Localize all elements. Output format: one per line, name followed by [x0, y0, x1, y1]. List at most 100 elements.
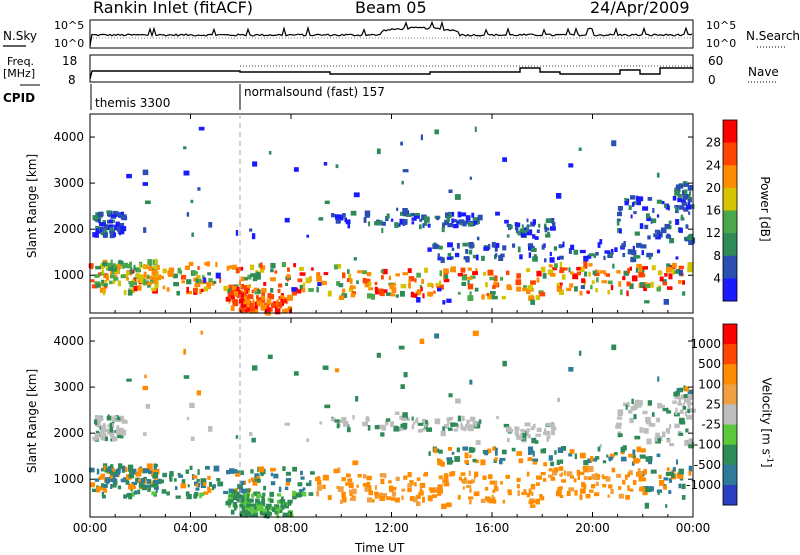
velocity-cell [441, 503, 447, 509]
velocity-cell [474, 423, 477, 427]
velocity-colorbar-label-end: ] [759, 462, 774, 468]
velocity-cell [152, 474, 157, 479]
power-cell [242, 276, 248, 281]
velocity-cell [178, 474, 184, 478]
power-cell [239, 307, 244, 313]
velocity-cell [385, 496, 392, 501]
power-cell [448, 212, 452, 218]
power-cell [101, 226, 104, 231]
velocity-cell [110, 464, 114, 469]
power-cell [260, 265, 266, 270]
power-cell [618, 228, 622, 234]
velocity-cell [144, 484, 151, 488]
power-cell [607, 289, 610, 295]
power-cell [274, 270, 278, 274]
power-cell [485, 282, 488, 288]
velocity-cell [169, 477, 173, 482]
velocity-cell [196, 479, 200, 483]
power-cell [324, 200, 330, 205]
velocity-cell [590, 456, 594, 462]
velocity-cell [407, 487, 412, 493]
power-cell [291, 287, 297, 292]
velocity-cell [502, 499, 505, 504]
velocity-cell [587, 465, 594, 472]
power-cell [395, 294, 399, 298]
power-cell [106, 210, 111, 214]
power-cell [299, 272, 306, 276]
power-cell [638, 272, 645, 278]
power-cell [644, 224, 649, 230]
power-cell [516, 273, 521, 279]
power-cell [506, 270, 510, 276]
velocity-cell [111, 484, 117, 488]
power-cell [687, 266, 693, 273]
power-cell [261, 287, 267, 293]
velocity-cell [250, 510, 254, 515]
power-cell [402, 213, 406, 217]
power-cell [103, 285, 108, 289]
power-cell [117, 280, 121, 287]
velocity-cell [114, 481, 118, 485]
power-cell [158, 274, 161, 281]
velocity-cell [475, 440, 481, 445]
velocity-cell [169, 471, 174, 477]
velocity-cell [270, 467, 276, 472]
velocity-cell [530, 491, 534, 496]
velocity-cell [550, 476, 556, 481]
velocity-cell [282, 513, 287, 518]
power-cell [604, 250, 611, 254]
velocity-cell [341, 477, 346, 482]
velocity-cell [367, 497, 373, 503]
power-cell [405, 213, 412, 217]
power-cell [674, 190, 680, 196]
velocity-cell [611, 344, 617, 351]
power-cell [648, 252, 653, 257]
velocity-cell [465, 485, 472, 489]
power-cell [92, 215, 99, 221]
velocity-cell [137, 467, 143, 473]
velocity-cell [657, 491, 660, 496]
velocity-cell [225, 500, 231, 506]
power-cell [395, 273, 400, 277]
velocity-cell [96, 486, 101, 493]
velocity-cell [121, 419, 126, 423]
velocity-cell [195, 483, 199, 487]
velocity-cell [524, 422, 531, 427]
power-cell [671, 268, 675, 274]
velocity-cell [190, 436, 195, 441]
power-cell [467, 267, 472, 271]
x-tick-label: 12:00 [374, 521, 409, 535]
velocity-cell [475, 459, 479, 464]
velocity-cell [213, 465, 220, 472]
velocity-cell [330, 417, 336, 422]
power-cell [202, 275, 205, 280]
velocity-cell [665, 504, 668, 508]
power-cell [236, 295, 242, 299]
velocity-cell [232, 489, 237, 494]
power-cell [102, 261, 108, 266]
velocity-cell [678, 387, 684, 393]
velocity-cell [109, 422, 113, 428]
power-cell [105, 232, 108, 238]
power-cell [498, 255, 504, 261]
power-cell [101, 222, 106, 226]
velocity-cell [316, 480, 322, 486]
power-cell [126, 173, 132, 179]
power-cell [530, 280, 536, 285]
velocity-cell [464, 477, 467, 482]
power-ylabel: Slant Range [km] [25, 153, 39, 259]
velocity-cell [530, 450, 534, 455]
velocity-cell [663, 485, 667, 490]
velocity-cell [665, 427, 669, 433]
power-cell [592, 270, 597, 275]
power-cell [631, 202, 635, 207]
velocity-cell [636, 400, 642, 406]
power-cell [126, 263, 132, 269]
velocity-cell [650, 486, 654, 492]
velocity-cell [277, 507, 280, 514]
velocity-cell [401, 488, 406, 492]
velocity-cell [633, 414, 637, 420]
velocity-cell [618, 433, 623, 438]
power-cell [559, 282, 563, 286]
velocity-cell [105, 477, 110, 484]
